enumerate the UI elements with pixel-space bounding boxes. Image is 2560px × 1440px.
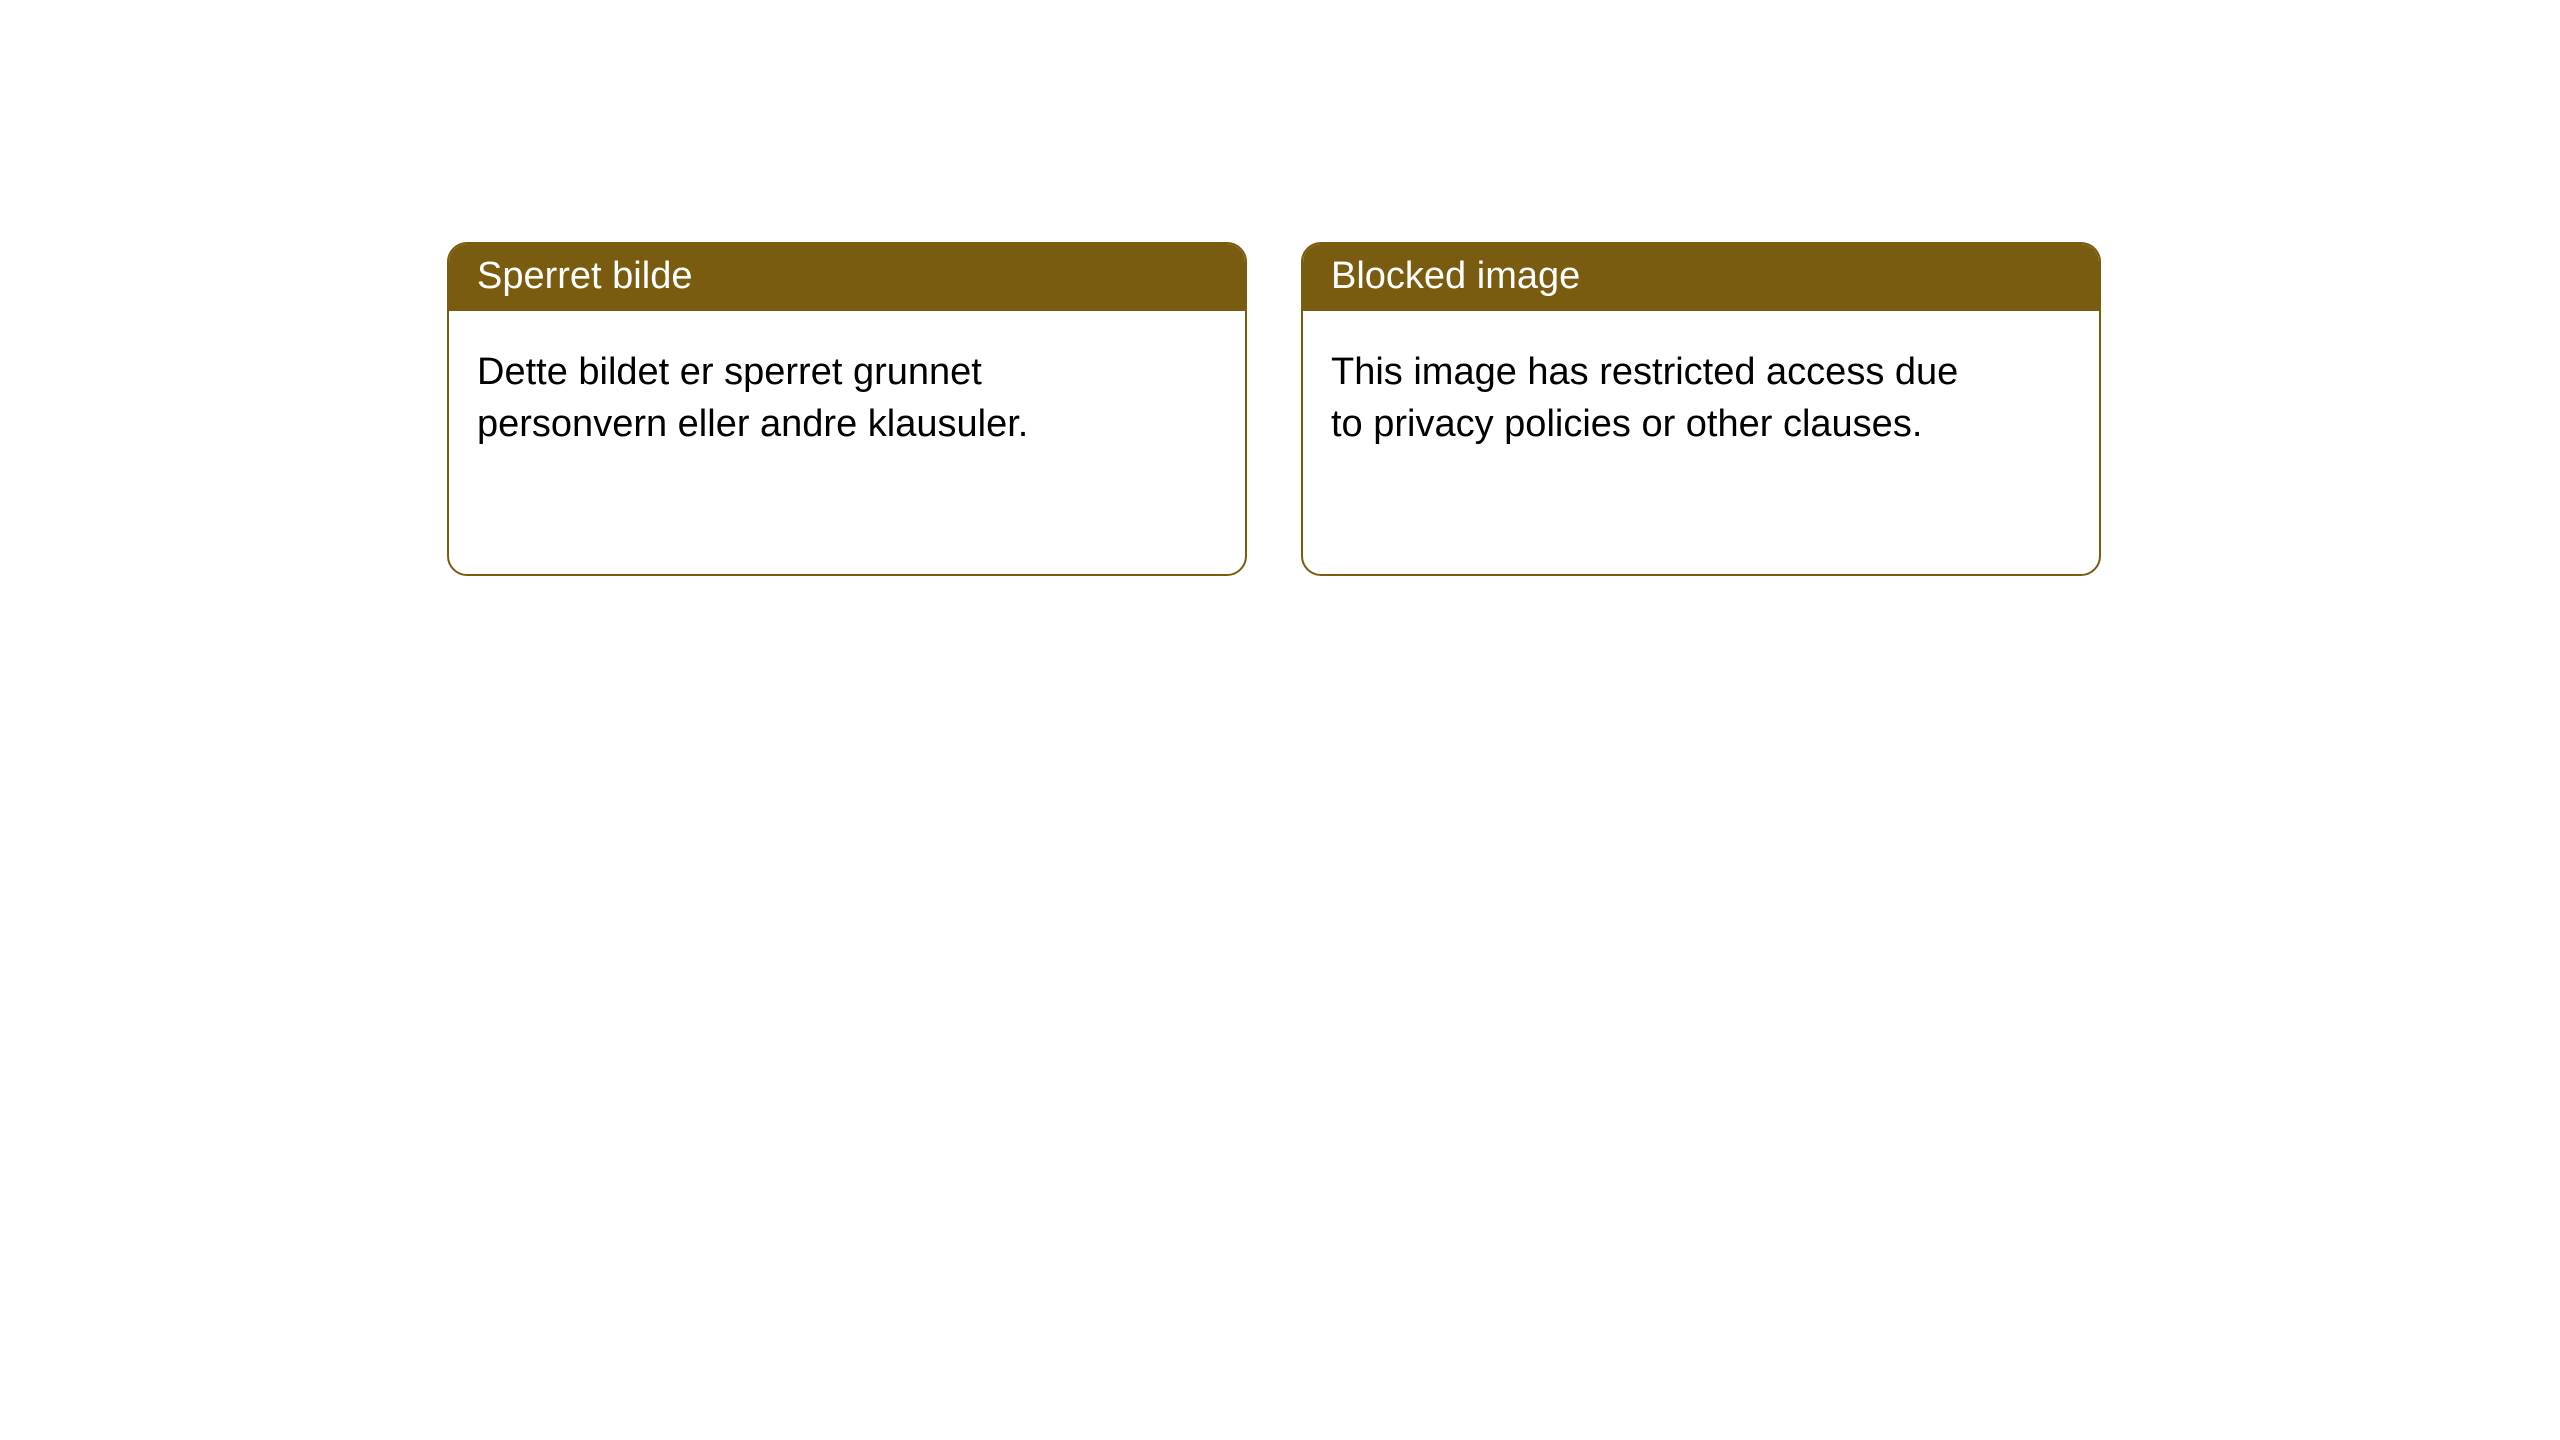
card-header-no: Sperret bilde bbox=[449, 244, 1245, 311]
card-header-en: Blocked image bbox=[1303, 244, 2099, 311]
cards-container: Sperret bilde Dette bildet er sperret gr… bbox=[0, 0, 2560, 576]
blocked-image-card-no: Sperret bilde Dette bildet er sperret gr… bbox=[447, 242, 1247, 576]
blocked-image-card-en: Blocked image This image has restricted … bbox=[1301, 242, 2101, 576]
card-body-no: Dette bildet er sperret grunnet personve… bbox=[449, 311, 1149, 478]
card-body-en: This image has restricted access due to … bbox=[1303, 311, 2003, 478]
